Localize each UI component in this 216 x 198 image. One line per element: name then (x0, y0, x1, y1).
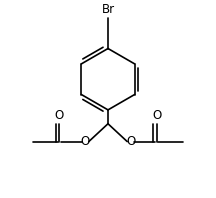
Text: O: O (152, 109, 161, 122)
Text: O: O (81, 135, 90, 148)
Text: Br: Br (102, 3, 114, 16)
Text: O: O (126, 135, 135, 148)
Text: O: O (55, 109, 64, 122)
